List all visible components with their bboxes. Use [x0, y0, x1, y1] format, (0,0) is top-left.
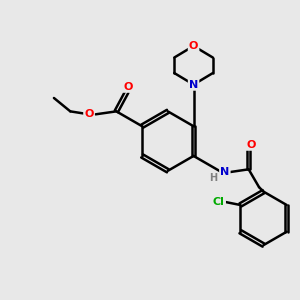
Text: O: O [189, 41, 198, 51]
Text: N: N [220, 167, 230, 177]
Text: O: O [84, 109, 94, 119]
Text: H: H [209, 172, 217, 183]
Text: Cl: Cl [213, 197, 225, 207]
Text: N: N [189, 80, 198, 90]
Text: O: O [246, 140, 256, 150]
Text: O: O [124, 82, 133, 92]
